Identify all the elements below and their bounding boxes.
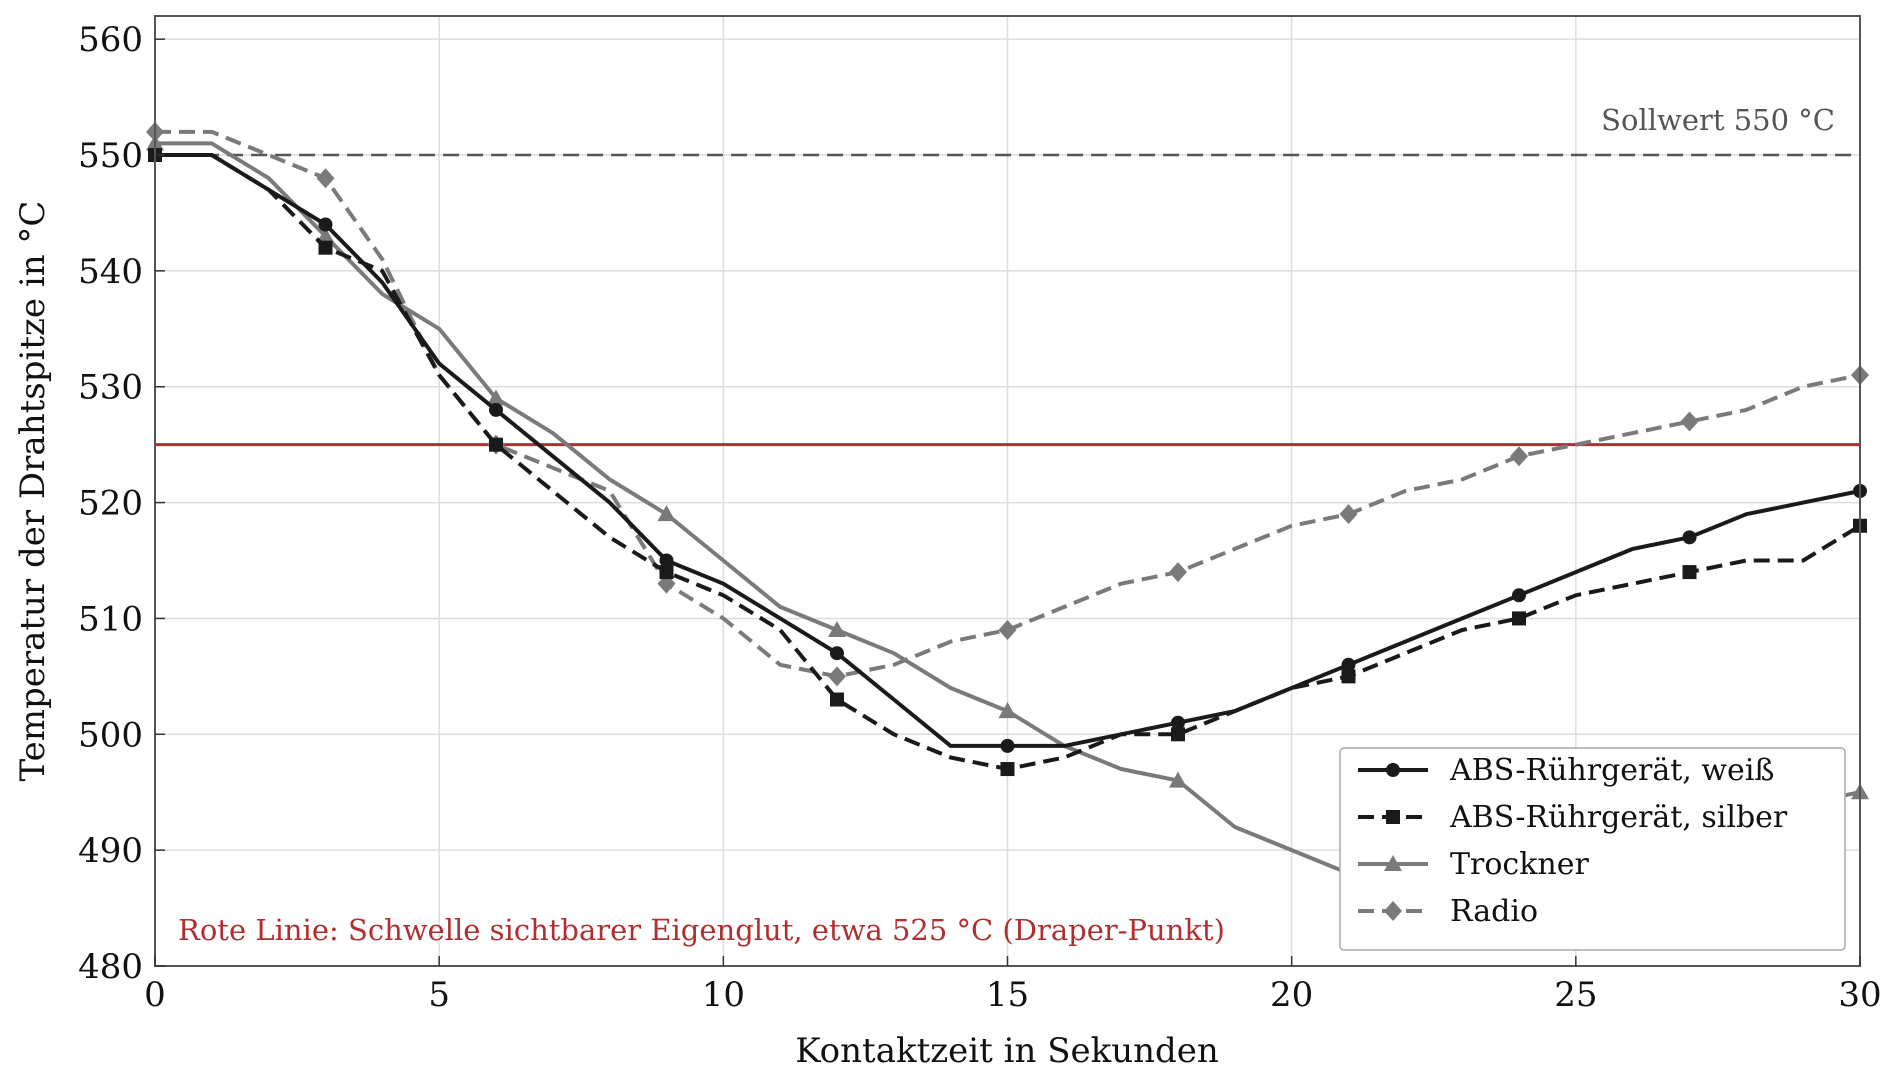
y-tick-label: 490 [78, 831, 143, 871]
x-tick-label: 30 [1838, 975, 1881, 1015]
x-tick-label: 20 [1270, 975, 1313, 1015]
series-0 [148, 148, 1867, 753]
y-tick-label: 480 [78, 947, 143, 987]
data-point [1512, 588, 1526, 603]
x-axis-title: Kontaktzeit in Sekunden [795, 1031, 1219, 1071]
y-tick-label: 500 [78, 715, 143, 755]
data-point [318, 217, 333, 232]
y-tick-label: 510 [78, 599, 143, 639]
data-point [1000, 762, 1015, 777]
data-point [1171, 727, 1185, 742]
legend-label: Radio [1450, 894, 1538, 929]
legend-marker [1384, 901, 1402, 921]
data-point [659, 553, 674, 568]
legend-label: Trockner [1450, 847, 1589, 882]
data-point [998, 620, 1017, 641]
y-tick-label: 530 [78, 368, 143, 408]
data-point [1512, 611, 1526, 626]
series-lines [146, 121, 1869, 881]
data-point [316, 227, 335, 244]
data-point [489, 402, 503, 417]
legend-marker [1386, 763, 1400, 777]
data-point [830, 692, 844, 707]
data-point [316, 168, 335, 189]
data-point [1680, 411, 1699, 432]
x-tick-label: 25 [1554, 975, 1597, 1015]
data-point [487, 389, 505, 406]
y-tick-label: 540 [78, 252, 143, 292]
data-point [1169, 562, 1187, 583]
data-point [1339, 504, 1358, 525]
data-point [1341, 669, 1356, 684]
legend-box [1339, 747, 1846, 951]
legend-label: ABS-Rührgerät, weiß [1449, 753, 1774, 788]
legend-marker [1386, 810, 1400, 824]
data-point [318, 240, 333, 255]
data-point [1682, 565, 1697, 580]
data-point [828, 666, 846, 687]
legend: ABS-Rührgerät, weiß ABS-Rührgerät, silber… [1339, 747, 1846, 951]
data-point [1510, 446, 1528, 467]
y-tick-label: 550 [78, 136, 143, 176]
x-tick-label: 0 [144, 975, 166, 1015]
setpoint-label: Sollwert 550 °C [1601, 103, 1835, 137]
threshold-annotation: Rote Linie: Schwelle sichtbarer Eigenglu… [178, 913, 1225, 947]
data-point [489, 437, 503, 452]
y-axis-title: Temperatur der Drahtspitze in °C [13, 201, 53, 782]
data-point [1169, 771, 1187, 788]
data-point [1682, 530, 1697, 545]
legend-marker [1384, 855, 1402, 871]
series-1 [148, 148, 1867, 777]
y-tick-label: 520 [78, 484, 143, 524]
series-3 [146, 121, 1869, 687]
data-point [1171, 715, 1185, 730]
data-point [830, 646, 844, 661]
data-point [828, 621, 846, 638]
x-tick-label: 10 [702, 975, 745, 1015]
x-tick-label: 15 [986, 975, 1029, 1015]
data-point [998, 702, 1017, 719]
data-point [1000, 738, 1015, 753]
y-tick-label: 560 [78, 20, 143, 60]
data-point [1341, 657, 1356, 672]
x-tick-label: 5 [428, 975, 450, 1015]
data-point [657, 505, 676, 522]
legend-label: ABS-Rührgerät, silber [1449, 800, 1788, 835]
data-point [659, 565, 674, 580]
